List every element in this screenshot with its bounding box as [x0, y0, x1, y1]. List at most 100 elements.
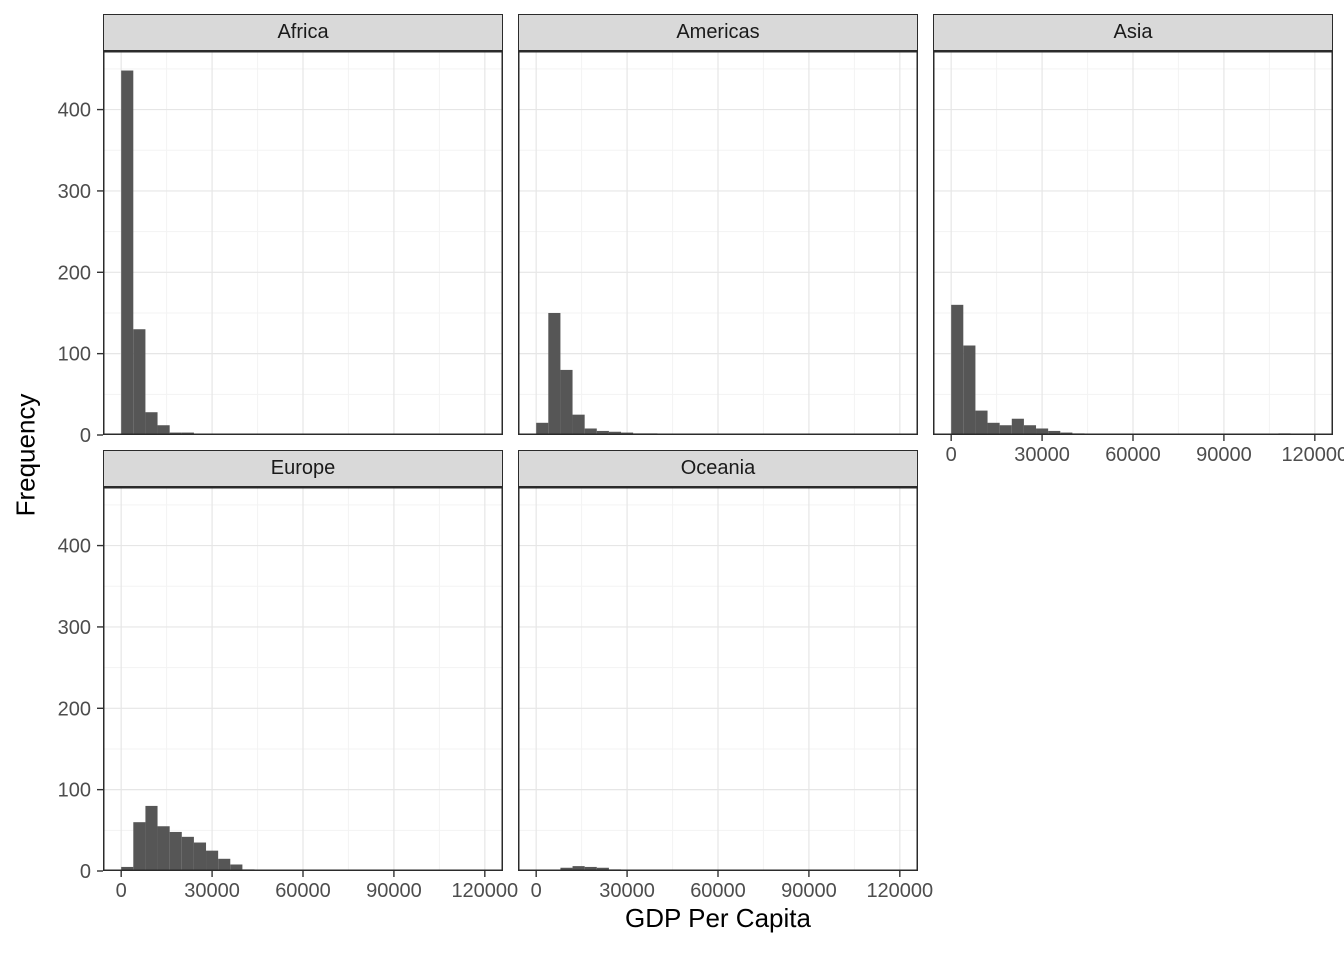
- bar: [536, 422, 549, 435]
- x-axis: 0 30000 60000 90000 120000: [531, 871, 933, 902]
- bar: [963, 345, 976, 435]
- grid-major: [518, 487, 918, 871]
- bar: [121, 866, 134, 871]
- bar: [951, 304, 964, 435]
- histogram-bars: [536, 312, 670, 435]
- histogram-bars: [121, 70, 207, 435]
- bar: [584, 866, 597, 871]
- facet-africa: Africa 0 100 200 300 400: [58, 14, 503, 447]
- facet-label: Asia: [1113, 21, 1153, 43]
- bar: [572, 414, 585, 435]
- y-axis-title: Frequency: [10, 393, 41, 517]
- x-tick-label: 90000: [781, 880, 837, 902]
- x-tick-label: 90000: [366, 880, 422, 902]
- x-tick-label: 0: [946, 444, 957, 466]
- bar: [133, 822, 146, 871]
- x-tick-label: 120000: [866, 880, 933, 902]
- bar: [145, 412, 158, 435]
- bar: [608, 431, 622, 435]
- facet-americas: Americas: [518, 14, 918, 435]
- histogram-bars: [121, 805, 279, 871]
- bar: [193, 842, 207, 871]
- bar: [181, 836, 194, 871]
- bar: [596, 867, 609, 871]
- panel-border: [518, 51, 918, 435]
- bar: [1036, 428, 1049, 435]
- facet-panel: [933, 51, 1333, 435]
- bar: [157, 826, 170, 871]
- facet-label: Africa: [277, 21, 329, 43]
- bar: [560, 867, 573, 871]
- histogram-bars: [951, 304, 1291, 435]
- bar: [157, 425, 170, 435]
- facet-strip: Asia: [933, 14, 1333, 51]
- bar: [560, 369, 573, 435]
- panel-border: [933, 51, 1333, 435]
- panel-border: [103, 487, 503, 871]
- grid-major: [933, 51, 1333, 435]
- y-tick-label: 100: [58, 344, 91, 366]
- x-axis-title: GDP Per Capita: [625, 903, 811, 933]
- bar: [169, 831, 182, 871]
- bar: [987, 422, 1000, 435]
- panel-border: [103, 51, 503, 435]
- bar: [121, 70, 134, 435]
- bar: [548, 312, 561, 435]
- bar: [584, 428, 597, 435]
- bar: [975, 410, 988, 435]
- facet-label: Americas: [676, 21, 760, 43]
- x-tick-label: 120000: [1281, 444, 1344, 466]
- y-tick-label: 200: [58, 262, 91, 284]
- facet-label: Europe: [270, 457, 336, 479]
- bar: [230, 864, 243, 871]
- facet-panel: [518, 487, 918, 871]
- bar: [1048, 430, 1061, 435]
- y-tick-label: 400: [58, 536, 91, 558]
- y-tick-label: 100: [58, 780, 91, 802]
- bar: [1011, 418, 1024, 435]
- x-tick-label: 60000: [1105, 444, 1161, 466]
- panel-border: [518, 487, 918, 871]
- x-tick-label: 120000: [451, 880, 518, 902]
- y-tick-label: 0: [80, 425, 91, 447]
- bar: [218, 858, 231, 871]
- y-tick-label: 300: [58, 181, 91, 203]
- x-axis: 0 30000 60000 90000 120000: [946, 435, 1344, 466]
- x-tick-label: 30000: [1014, 444, 1070, 466]
- y-axis: 0 100 200 300 400: [58, 100, 103, 447]
- y-axis: 0 100 200 300 400: [58, 536, 103, 883]
- facet-europe: Europe 0 30000 60000 90000 120000 0 100 200 300 40…: [58, 450, 518, 902]
- x-tick-label: 90000: [1196, 444, 1252, 466]
- bar: [145, 805, 158, 871]
- bar: [596, 430, 609, 435]
- facet-label: Oceania: [680, 457, 756, 479]
- x-tick-label: 30000: [599, 880, 655, 902]
- y-tick-label: 0: [80, 861, 91, 883]
- facet-oceania: Oceania 0 30000 60000 90000 120000: [518, 450, 933, 902]
- facet-strip: Oceania: [518, 450, 918, 487]
- y-tick-label: 300: [58, 617, 91, 639]
- grid-major: [103, 51, 503, 435]
- x-tick-label: 0: [116, 880, 127, 902]
- x-tick-label: 60000: [275, 880, 331, 902]
- facet-panel: [103, 51, 503, 435]
- grid-major: [518, 51, 918, 435]
- facet-grid: Africa 0 100 200 300 400 Americas Asia 0 30000 600…: [58, 14, 1344, 902]
- bar: [999, 425, 1012, 435]
- facet-panel: [518, 51, 918, 435]
- facet-strip: Americas: [518, 14, 918, 51]
- facet-panel: [103, 487, 503, 871]
- grid-major: [103, 487, 503, 871]
- x-tick-label: 60000: [690, 880, 746, 902]
- y-tick-label: 200: [58, 698, 91, 720]
- facet-strip: Africa: [103, 14, 503, 51]
- bar: [133, 329, 146, 435]
- x-axis: 0 30000 60000 90000 120000: [116, 871, 518, 902]
- y-tick-label: 400: [58, 100, 91, 122]
- bar: [206, 850, 219, 871]
- bar: [1023, 425, 1037, 435]
- facet-strip: Europe: [103, 450, 503, 487]
- x-tick-label: 0: [531, 880, 542, 902]
- bar: [572, 866, 585, 871]
